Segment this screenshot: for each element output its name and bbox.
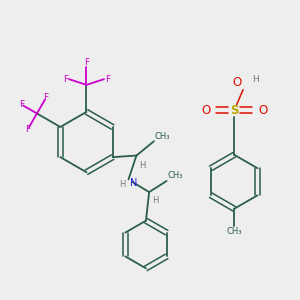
Text: CH₃: CH₃: [226, 227, 242, 236]
Text: S: S: [230, 104, 239, 117]
Text: H: H: [152, 196, 158, 205]
Text: F: F: [25, 125, 30, 134]
Text: CH₃: CH₃: [155, 132, 170, 141]
Text: H: H: [120, 180, 126, 189]
Text: H: H: [139, 160, 145, 169]
Text: O: O: [232, 76, 242, 89]
Text: F: F: [105, 75, 110, 84]
Text: CH₃: CH₃: [168, 171, 183, 180]
Text: N: N: [130, 178, 137, 188]
Text: O: O: [258, 104, 267, 117]
Text: F: F: [19, 100, 24, 109]
Text: F: F: [63, 75, 68, 84]
Text: O: O: [201, 104, 210, 117]
Text: F: F: [84, 58, 89, 67]
Text: F: F: [44, 93, 49, 102]
Text: H: H: [252, 75, 259, 84]
